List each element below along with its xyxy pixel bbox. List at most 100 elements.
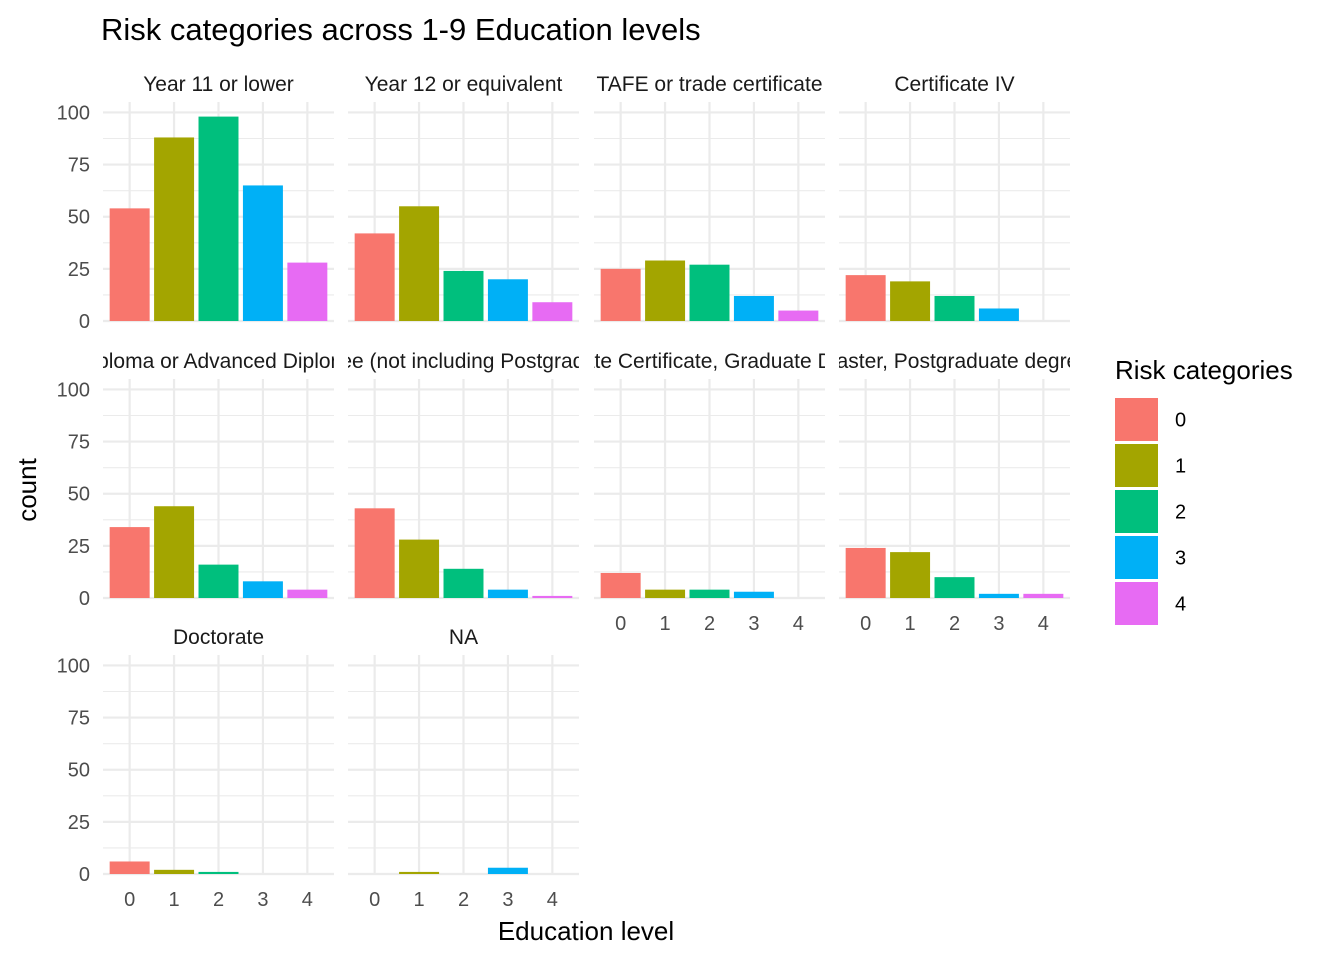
bar	[443, 568, 484, 598]
bar	[645, 589, 686, 598]
bar	[287, 589, 328, 598]
legend-key	[1115, 490, 1158, 533]
x-tick-label: 4	[547, 889, 558, 911]
bar	[600, 572, 641, 598]
legend-key	[1115, 444, 1158, 487]
bar	[890, 281, 931, 321]
x-tick-label: 0	[124, 889, 135, 911]
bar	[532, 302, 573, 321]
x-tick-label: 2	[704, 613, 715, 635]
legend-entry: 1	[1115, 444, 1186, 487]
bar	[689, 264, 730, 321]
bar	[399, 206, 440, 321]
x-tick-label: 3	[502, 889, 513, 911]
bar	[845, 275, 886, 321]
facet-strip-label: TAFE or trade certificate	[596, 73, 822, 96]
legend-label: 1	[1175, 456, 1186, 478]
x-tick-label: 1	[414, 889, 425, 911]
legend-label: 4	[1175, 594, 1186, 616]
bar	[109, 527, 150, 598]
facet-strip-label: Year 12 or equivalent	[365, 73, 563, 96]
y-tick-label: 75	[68, 432, 90, 454]
bar	[242, 185, 283, 321]
y-tick-label: 25	[68, 536, 90, 558]
legend-title: Risk categories	[1115, 355, 1293, 385]
facet-panel: Certificate IV	[839, 73, 1070, 323]
facet-strip-label: Year 11 or lower	[143, 73, 294, 96]
x-tick-label: 1	[660, 613, 671, 635]
bar	[487, 279, 528, 321]
bar	[1023, 593, 1064, 598]
facet-panel: Graduate Certificate, Graduate Diploma 0 1…	[524, 350, 894, 635]
y-tick-label: 50	[68, 207, 90, 229]
chart-title: Risk categories across 1-9 Education lev…	[101, 12, 701, 47]
y-tick-label: 100	[57, 379, 90, 401]
bar	[198, 871, 239, 874]
x-tick-label: 1	[169, 889, 180, 911]
bar	[978, 308, 1019, 321]
y-tick-label: 75	[68, 708, 90, 730]
bar	[443, 270, 484, 321]
bar	[600, 268, 641, 321]
y-tick-label: 75	[68, 155, 90, 177]
y-tick-label: 100	[57, 655, 90, 677]
legend-key	[1115, 536, 1158, 579]
x-tick-label: 0	[369, 889, 380, 911]
x-tick-label: 2	[949, 613, 960, 635]
bar	[934, 577, 975, 598]
bar	[154, 137, 195, 321]
legend-key	[1115, 398, 1158, 441]
bar	[354, 233, 395, 321]
bar	[198, 564, 239, 598]
facet-strip-label: NA	[449, 626, 478, 649]
bar	[354, 508, 395, 598]
y-tick-label: 100	[57, 102, 90, 124]
facet-strip-label: Certificate IV	[894, 73, 1014, 96]
bar	[487, 867, 528, 874]
x-tick-label: 0	[860, 613, 871, 635]
y-tick-label: 0	[79, 588, 90, 610]
bar	[154, 869, 195, 874]
y-tick-label: 50	[68, 760, 90, 782]
bar	[689, 589, 730, 598]
facet-panel: Year 11 or lower 0 25 50 75 100	[57, 73, 334, 333]
facet-strip-label: Degree (not including Postgraduate)	[295, 350, 632, 373]
x-tick-label: 3	[257, 889, 268, 911]
bar	[845, 547, 886, 598]
x-tick-label: 4	[302, 889, 313, 911]
bar	[487, 589, 528, 598]
facet-strip-label: Graduate Certificate, Graduate Diploma	[524, 350, 894, 373]
facet-panel: Diploma or Advanced Diploma 0 25 50 75 100	[57, 350, 360, 610]
bar	[109, 861, 150, 874]
legend-entry: 0	[1115, 398, 1186, 441]
bar	[733, 295, 774, 321]
bar	[733, 591, 774, 598]
bar	[978, 593, 1019, 598]
legend-entry: 2	[1115, 490, 1186, 533]
bar	[198, 116, 239, 321]
facet-strip-label: Diploma or Advanced Diploma	[77, 350, 360, 373]
legend-label: 2	[1175, 502, 1186, 524]
bar	[532, 595, 573, 598]
facet-panel: Master, Postgraduate degree 0 1 2 3 4	[819, 350, 1090, 635]
facet-panel: TAFE or trade certificate	[594, 73, 825, 323]
bar	[242, 581, 283, 598]
legend-label: 0	[1175, 410, 1186, 432]
x-tick-label: 1	[905, 613, 916, 635]
facet-panel: Degree (not including Postgraduate)	[295, 350, 632, 600]
bar	[645, 260, 686, 321]
y-tick-label: 50	[68, 484, 90, 506]
x-axis-title: Education level	[498, 916, 674, 946]
bar	[399, 871, 440, 874]
facet-panel: NA 0 1 2 3 4	[348, 626, 579, 911]
legend-label: 3	[1175, 548, 1186, 570]
x-tick-label: 2	[458, 889, 469, 911]
facet-panel: Year 12 or equivalent	[348, 73, 579, 323]
facet-strip-label: Master, Postgraduate degree	[819, 350, 1090, 373]
x-tick-label: 4	[1038, 613, 1049, 635]
y-tick-label: 25	[68, 812, 90, 834]
legend-entry: 4	[1115, 582, 1186, 625]
legend: 0 1 2 3 4	[1115, 398, 1186, 625]
